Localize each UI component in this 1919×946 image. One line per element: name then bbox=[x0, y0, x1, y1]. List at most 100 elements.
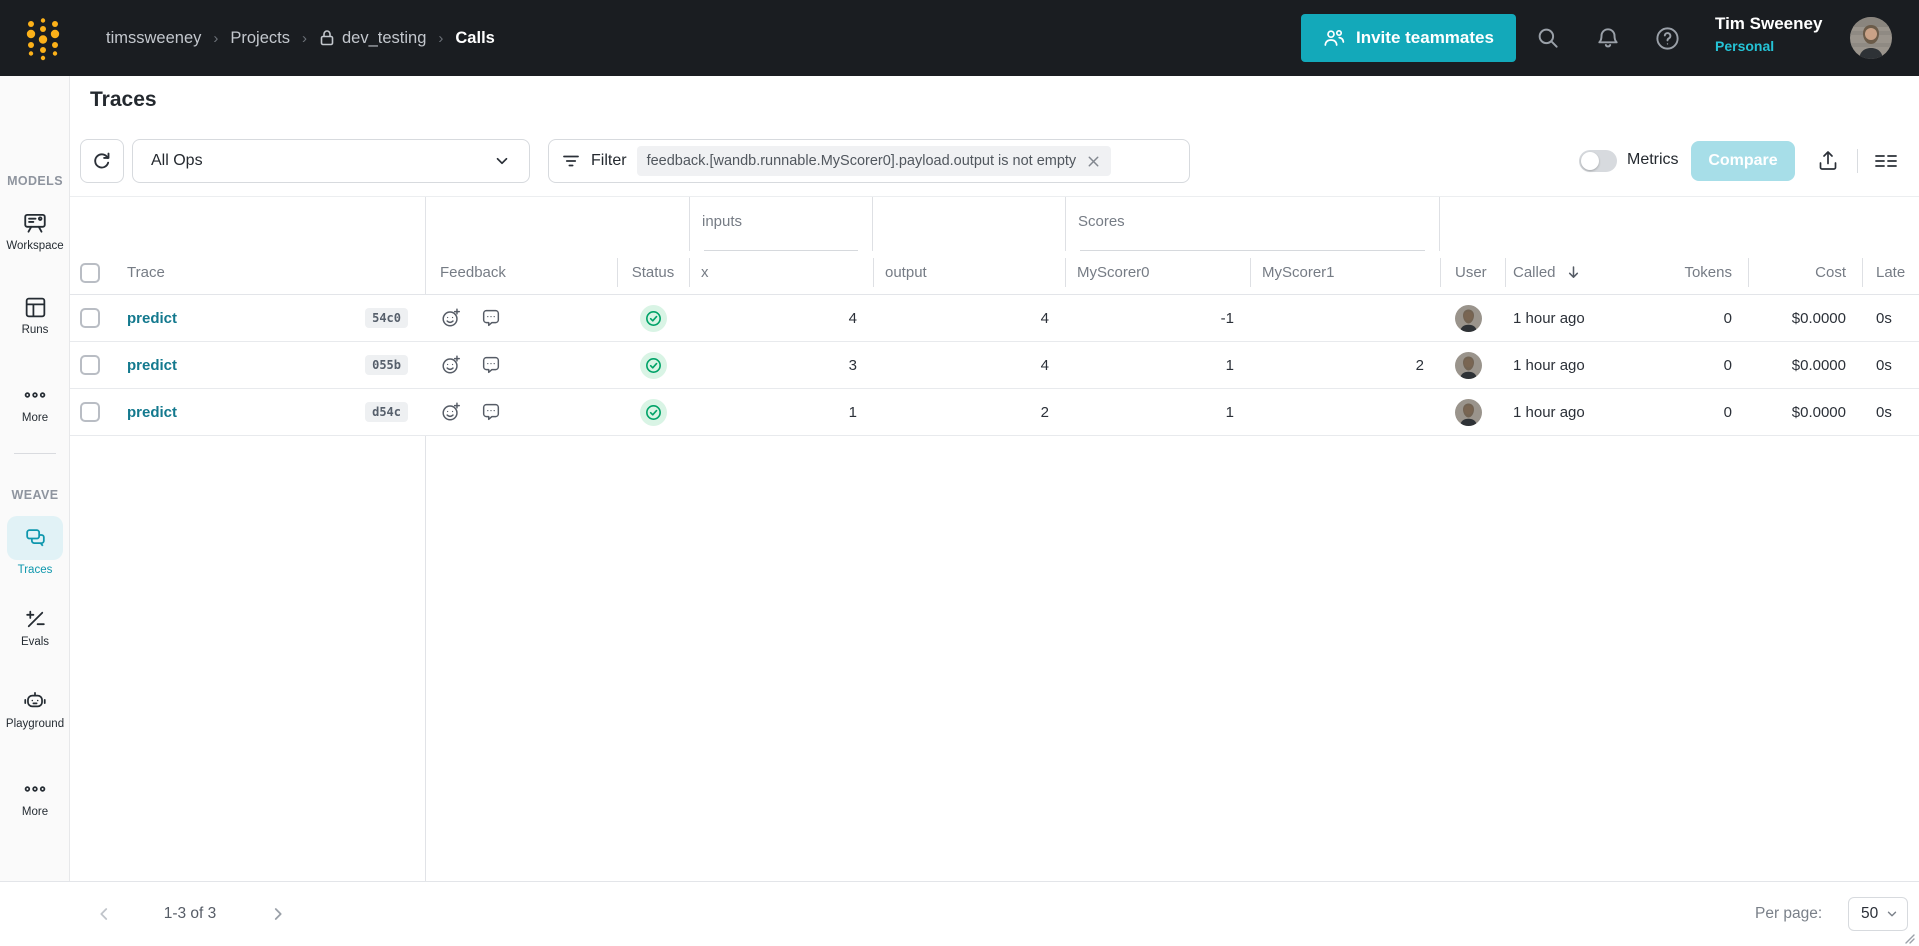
cell-output: 2 bbox=[1040, 403, 1049, 421]
user-avatar[interactable] bbox=[1455, 304, 1482, 332]
call-id-chip[interactable]: 54c0 bbox=[365, 308, 408, 328]
previous-page-icon[interactable] bbox=[92, 902, 116, 926]
playground-icon bbox=[22, 688, 48, 714]
column-header-tokens[interactable]: Tokens bbox=[1684, 264, 1732, 281]
per-page-select[interactable]: 50 bbox=[1848, 897, 1908, 931]
column-header-user[interactable]: User bbox=[1440, 251, 1505, 294]
sidebar-item-playground[interactable]: Playground bbox=[0, 688, 70, 730]
call-id-chip[interactable]: 055b bbox=[365, 355, 408, 375]
cell-latency: 0s bbox=[1876, 403, 1892, 421]
filter-icon bbox=[563, 155, 579, 167]
add-reaction-icon[interactable] bbox=[440, 307, 462, 329]
column-header-myscorer1[interactable]: MyScorer1 bbox=[1250, 251, 1440, 294]
cell-myscorer0: 1 bbox=[1225, 403, 1234, 421]
calls-table: inputs Scores Trace Feedback Status x ou… bbox=[70, 196, 1919, 882]
breadcrumb-project[interactable]: dev_testing bbox=[319, 29, 426, 48]
top-navigation-bar: timssweeney › Projects › dev_testing › C… bbox=[0, 0, 1919, 76]
cell-called: 1 hour ago bbox=[1513, 356, 1585, 374]
add-reaction-icon[interactable] bbox=[440, 354, 462, 376]
user-avatar[interactable] bbox=[1455, 398, 1482, 426]
filter-chip[interactable]: feedback.[wandb.runnable.MyScorer0].payl… bbox=[636, 146, 1112, 176]
column-header-cost[interactable]: Cost bbox=[1748, 251, 1862, 294]
sidebar-item-label: Playground bbox=[5, 718, 65, 730]
cell-latency: 0s bbox=[1876, 356, 1892, 374]
invite-teammates-button[interactable]: Invite teammates bbox=[1301, 14, 1516, 62]
status-success-icon[interactable] bbox=[639, 351, 667, 379]
call-id-chip[interactable]: d54c bbox=[365, 402, 408, 422]
comment-icon[interactable] bbox=[480, 354, 502, 376]
sidebar-item-workspace[interactable]: Workspace bbox=[0, 210, 70, 252]
per-page-value: 50 bbox=[1861, 905, 1879, 922]
sidebar-section-models: MODELS bbox=[7, 174, 63, 188]
breadcrumb: timssweeney › Projects › dev_testing › C… bbox=[106, 0, 495, 76]
export-icon[interactable] bbox=[1814, 147, 1842, 175]
sidebar-item-runs[interactable]: Runs bbox=[0, 294, 70, 336]
avatar[interactable] bbox=[1850, 17, 1892, 59]
comment-icon[interactable] bbox=[480, 307, 502, 329]
sort-descending-icon[interactable] bbox=[1565, 264, 1582, 281]
status-success-icon[interactable] bbox=[639, 398, 667, 426]
table-header-row: Trace Feedback Status x output MyScorer0… bbox=[70, 251, 1919, 295]
cell-myscorer1 bbox=[1250, 295, 1440, 341]
metrics-toggle[interactable] bbox=[1579, 150, 1617, 172]
column-header-status[interactable]: Status bbox=[617, 251, 689, 294]
lock-icon bbox=[320, 30, 334, 46]
breadcrumb-page: Calls bbox=[455, 28, 495, 47]
sidebar-item-more-weave[interactable]: More bbox=[0, 776, 70, 818]
cell-input-x: 4 bbox=[848, 309, 857, 327]
wandb-logo-icon[interactable] bbox=[24, 14, 64, 62]
evals-icon bbox=[22, 606, 48, 632]
remove-filter-icon[interactable] bbox=[1086, 154, 1101, 169]
trace-link[interactable]: predict bbox=[127, 403, 178, 421]
sidebar-item-label: Workspace bbox=[6, 240, 64, 252]
refresh-button[interactable] bbox=[80, 139, 124, 183]
chevron-right-icon: › bbox=[301, 29, 307, 47]
group-scores-label: Scores bbox=[1078, 213, 1125, 230]
user-avatar[interactable] bbox=[1455, 351, 1482, 379]
sidebar-section-weave: WEAVE bbox=[11, 488, 59, 502]
column-header-x[interactable]: x bbox=[689, 251, 873, 294]
column-header-trace[interactable]: Trace bbox=[127, 264, 165, 281]
add-reaction-icon[interactable] bbox=[440, 401, 462, 423]
notifications-bell-icon[interactable] bbox=[1592, 22, 1624, 54]
help-icon[interactable] bbox=[1651, 22, 1683, 54]
resize-handle-icon[interactable] bbox=[1903, 932, 1915, 944]
compare-button[interactable]: Compare bbox=[1691, 141, 1795, 181]
status-success-icon[interactable] bbox=[639, 304, 667, 332]
trace-link[interactable]: predict bbox=[127, 356, 178, 374]
group-inputs-label: inputs bbox=[702, 213, 743, 230]
select-all-checkbox[interactable] bbox=[80, 262, 100, 283]
comment-icon[interactable] bbox=[480, 401, 502, 423]
cell-tokens: 0 bbox=[1723, 309, 1732, 327]
trace-link[interactable]: predict bbox=[127, 309, 178, 327]
table-row[interactable]: predict 055b bbox=[70, 342, 1919, 389]
table-row[interactable]: predict 54c0 bbox=[70, 295, 1919, 342]
table-row[interactable]: predict d54c bbox=[70, 389, 1919, 436]
pinned-column-divider[interactable] bbox=[425, 197, 426, 882]
sidebar-item-traces[interactable]: Traces bbox=[0, 516, 70, 576]
traces-icon bbox=[22, 525, 48, 551]
column-header-latency[interactable]: Late bbox=[1862, 251, 1919, 294]
profile-menu[interactable]: Tim Sweeney Personal bbox=[1715, 12, 1822, 56]
column-header-myscorer0[interactable]: MyScorer0 bbox=[1065, 251, 1250, 294]
column-header-called[interactable]: Called bbox=[1505, 251, 1622, 294]
search-icon[interactable] bbox=[1532, 22, 1564, 54]
cell-input-x: 1 bbox=[848, 403, 857, 421]
column-header-output[interactable]: output bbox=[873, 251, 1065, 294]
row-checkbox[interactable] bbox=[80, 308, 100, 328]
column-header-feedback[interactable]: Feedback bbox=[440, 264, 506, 281]
cell-cost: $0.0000 bbox=[1791, 403, 1846, 421]
sidebar-item-more-models[interactable]: More bbox=[0, 382, 70, 424]
filter-bar[interactable]: Filter feedback.[wandb.runnable.MyScorer… bbox=[548, 139, 1190, 183]
breadcrumb-project-label: dev_testing bbox=[341, 28, 427, 47]
sidebar-item-evals[interactable]: Evals bbox=[0, 606, 70, 648]
column-header-called-label: Called bbox=[1513, 264, 1556, 281]
manage-columns-icon[interactable] bbox=[1872, 147, 1900, 175]
cell-myscorer0: -1 bbox=[1220, 309, 1234, 327]
row-checkbox[interactable] bbox=[80, 355, 100, 375]
next-page-icon[interactable] bbox=[266, 902, 290, 926]
ops-filter-select[interactable]: All Ops bbox=[132, 139, 530, 183]
row-checkbox[interactable] bbox=[80, 402, 100, 422]
breadcrumb-entity[interactable]: timssweeney bbox=[106, 28, 202, 47]
breadcrumb-projects[interactable]: Projects bbox=[230, 28, 290, 47]
